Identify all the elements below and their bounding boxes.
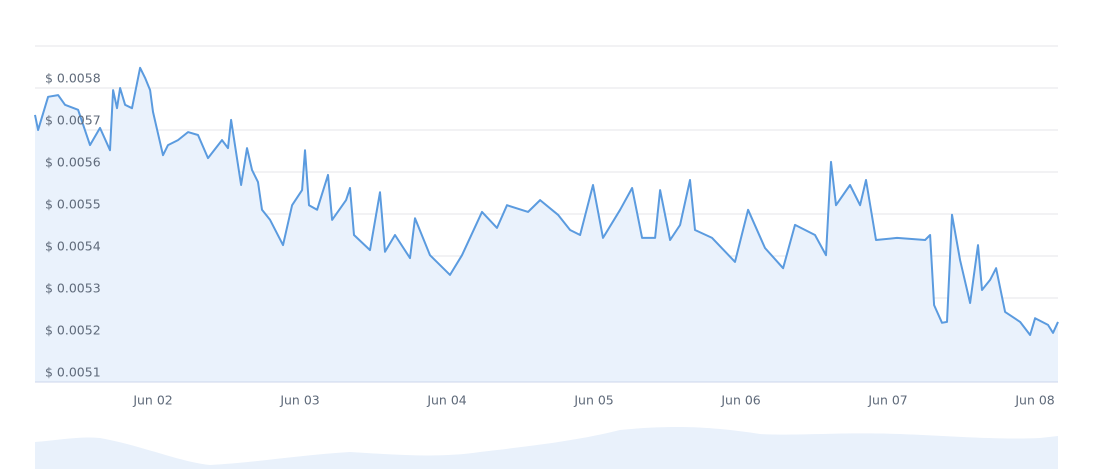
x-tick-label: Jun 07	[867, 393, 907, 408]
area	[35, 67, 1058, 383]
x-tick-label: Jun 08	[1014, 393, 1054, 408]
y-tick-label: $ 0.0055	[45, 197, 101, 212]
y-tick-label: $ 0.0057	[45, 113, 101, 128]
y-tick-label: $ 0.0052	[45, 323, 101, 338]
x-tick-label: Jun 05	[573, 393, 613, 408]
x-tick-label: Jun 06	[720, 393, 760, 408]
x-tick-label: Jun 03	[279, 393, 319, 408]
price-line	[34, 66, 1059, 336]
x-tick-label: Jun 04	[426, 393, 466, 408]
y-tick-label: $ 0.0054	[45, 239, 101, 254]
x-tick-label: Jun 02	[132, 393, 172, 408]
y-tick-label: $ 0.0058	[45, 71, 101, 86]
navigator	[35, 427, 1058, 469]
y-tick-label: $ 0.0051	[45, 365, 101, 380]
y-tick-label: $ 0.0053	[45, 281, 101, 296]
y-tick-label: $ 0.0056	[45, 155, 101, 170]
